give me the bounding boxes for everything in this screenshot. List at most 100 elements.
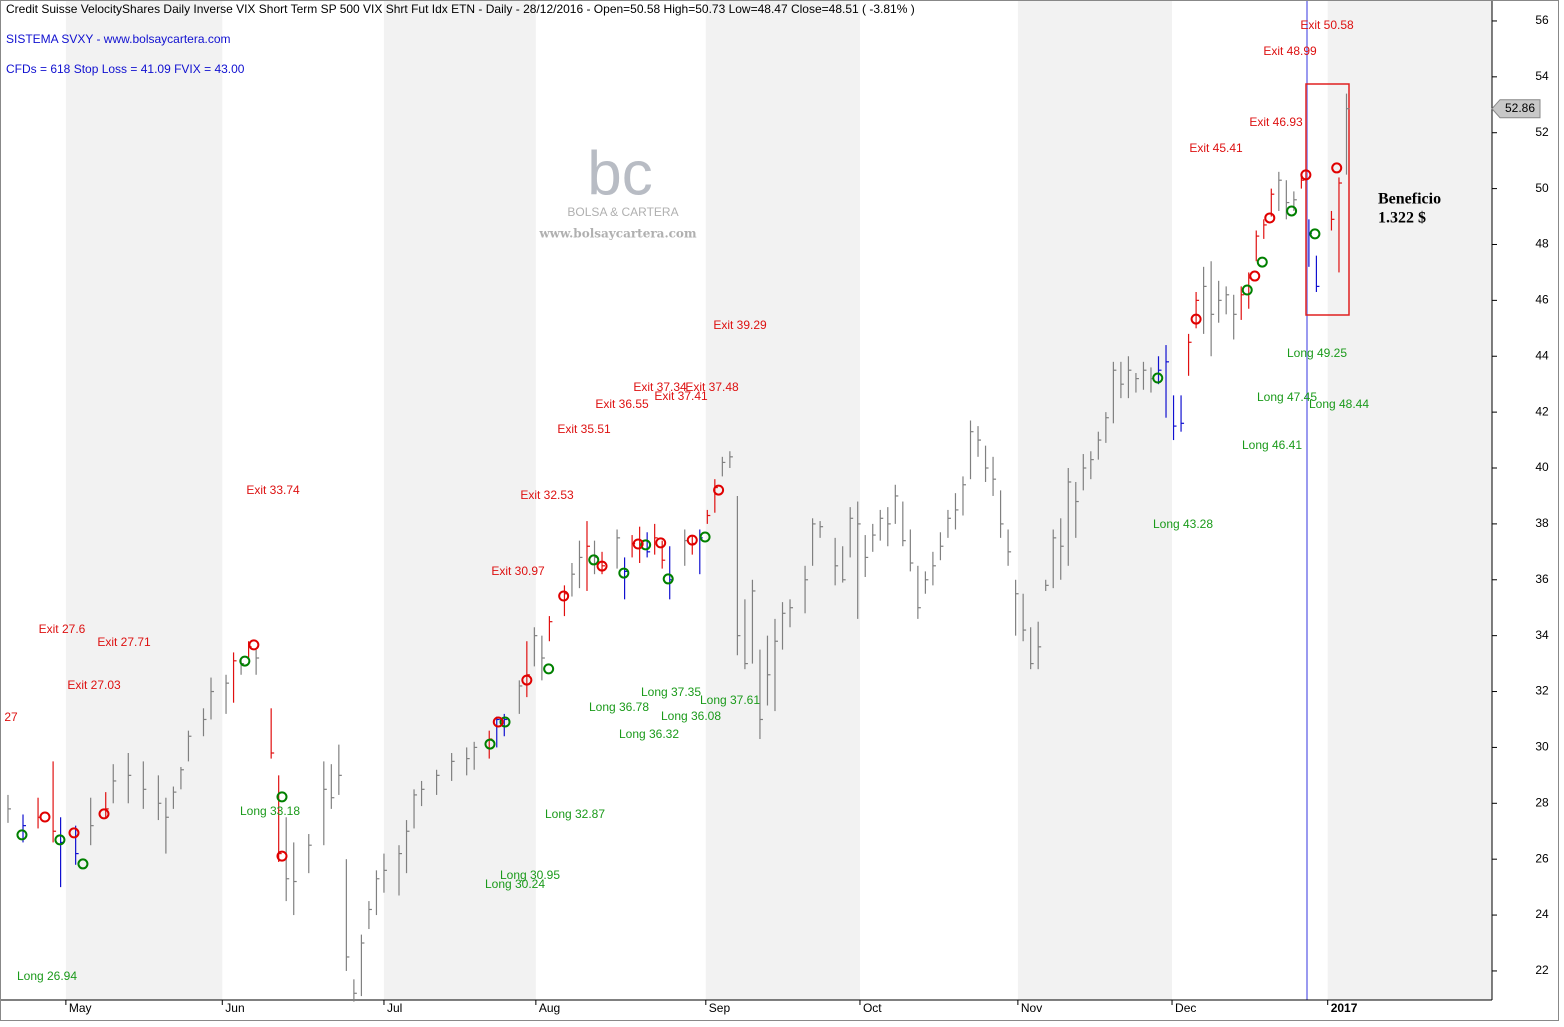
y-tick-label: 52 — [1535, 125, 1549, 139]
exit-signal — [632, 538, 644, 550]
exit-signal — [276, 850, 288, 862]
y-tick-label: 26 — [1535, 851, 1549, 865]
long-label: Long 37.61 — [700, 693, 760, 707]
x-tick-label: Sep — [709, 1001, 731, 1015]
long-label: Long 30.95 — [500, 868, 560, 882]
y-tick-label: 44 — [1535, 348, 1549, 362]
y-tick-label: 28 — [1535, 795, 1549, 809]
exit-label: Exit 33.74 — [246, 483, 300, 497]
exit-signal — [713, 484, 725, 496]
exit-label: Exit 30.97 — [491, 564, 545, 578]
exit-signal — [686, 534, 698, 546]
y-tick-label: 42 — [1535, 404, 1549, 418]
x-tick-label: Nov — [1021, 1001, 1042, 1015]
watermark-name: BOLSA & CARTERA — [567, 205, 678, 219]
x-tick-label: Dec — [1175, 1001, 1196, 1015]
watermark-logo: bc — [587, 139, 652, 208]
exit-signal — [1331, 162, 1343, 174]
exit-label: Exit 27.6 — [39, 622, 86, 636]
month-band — [1327, 0, 1492, 1000]
y-tick-label: 24 — [1535, 907, 1549, 921]
long-signal — [1256, 256, 1268, 268]
exit-signal — [558, 590, 570, 602]
long-signal — [499, 716, 511, 728]
y-tick-label: 30 — [1535, 740, 1549, 754]
long-label: Long 26.94 — [17, 969, 77, 983]
exit-signal — [1190, 313, 1202, 325]
long-signal — [276, 791, 288, 803]
last-price-label: 52.86 — [1505, 101, 1535, 115]
month-bands — [65, 0, 1492, 1000]
exit-signal — [39, 811, 51, 823]
exit-signal — [68, 827, 80, 839]
exit-signal — [596, 560, 608, 572]
month-band — [1017, 0, 1173, 1000]
exit-label: Exit 36.55 — [595, 397, 649, 411]
exit-label: Exit 46.93 — [1249, 115, 1303, 129]
exit-label: Exit 45.41 — [1189, 141, 1243, 155]
long-label: Long 36.32 — [619, 727, 679, 741]
long-label: Long 36.08 — [661, 709, 721, 723]
exit-signal — [492, 716, 504, 728]
exit-label: Exit 27.71 — [97, 635, 151, 649]
y-tick-label: 40 — [1535, 460, 1549, 474]
long-label: Long 36.78 — [589, 700, 649, 714]
y-tick-label: 22 — [1535, 963, 1549, 977]
exit-label: 27 — [4, 710, 18, 724]
month-band — [705, 0, 860, 1000]
long-signal — [1152, 372, 1164, 384]
exit-signal — [1300, 169, 1312, 181]
long-signal — [543, 663, 555, 675]
y-tick-label: 32 — [1535, 684, 1549, 698]
exit-label: Exit 27.03 — [67, 678, 121, 692]
exit-label: Exit 35.51 — [557, 422, 611, 436]
long-signal — [1286, 205, 1298, 217]
long-signal — [239, 655, 251, 667]
exit-label: Exit 32.53 — [520, 488, 574, 502]
x-tick-label: Aug — [539, 1001, 560, 1015]
chart-info: CFDs = 618 Stop Loss = 41.09 FVIX = 43.0… — [6, 62, 245, 76]
highlight-box — [1305, 83, 1350, 316]
profit-label: Beneficio — [1378, 191, 1441, 208]
exit-signal — [655, 537, 667, 549]
y-tick-label: 46 — [1535, 293, 1549, 307]
long-signal — [484, 738, 496, 750]
x-tick-label: Jun — [225, 1001, 244, 1015]
exit-label: Exit 37.34 — [633, 380, 687, 394]
month-band — [65, 0, 223, 1000]
y-tick-label: 54 — [1535, 69, 1549, 83]
long-label: Long 46.41 — [1242, 438, 1302, 452]
long-label: Long 32.87 — [545, 807, 605, 821]
watermark-url: www.bolsaycartera.com — [538, 227, 697, 241]
y-tick-label: 36 — [1535, 572, 1549, 586]
month-band — [383, 0, 536, 1000]
long-signal — [77, 858, 89, 870]
last-price-box — [1491, 99, 1541, 119]
exit-signal — [248, 639, 260, 651]
y-tick-label: 50 — [1535, 181, 1549, 195]
long-signal — [640, 539, 652, 551]
y-tick-label: 56 — [1535, 13, 1549, 27]
y-tick-label: 38 — [1535, 516, 1549, 530]
exit-label: Exit 39.29 — [713, 318, 767, 332]
long-label: Long 47.45 — [1257, 390, 1317, 404]
exit-signal — [1249, 270, 1261, 282]
long-signal — [662, 573, 674, 585]
x-tick-label: Oct — [863, 1001, 882, 1015]
y-tick-label: 34 — [1535, 628, 1549, 642]
long-signal — [1241, 284, 1253, 296]
exit-label: Exit 48.99 — [1263, 44, 1317, 58]
long-signal — [699, 531, 711, 543]
long-signal — [54, 834, 66, 846]
exit-label: Exit 37.48 — [685, 380, 739, 394]
exit-label: Exit 37.41 — [654, 389, 708, 403]
long-signal — [1309, 228, 1321, 240]
chart-title: Credit Suisse VelocityShares Daily Inver… — [6, 2, 915, 16]
long-label: Long 33.18 — [240, 804, 300, 818]
chart-subtitle: SISTEMA SVXY - www.bolsaycartera.com — [6, 32, 231, 46]
long-signal — [16, 829, 28, 841]
long-label: Long 37.35 — [641, 685, 701, 699]
exit-signal — [98, 808, 110, 820]
